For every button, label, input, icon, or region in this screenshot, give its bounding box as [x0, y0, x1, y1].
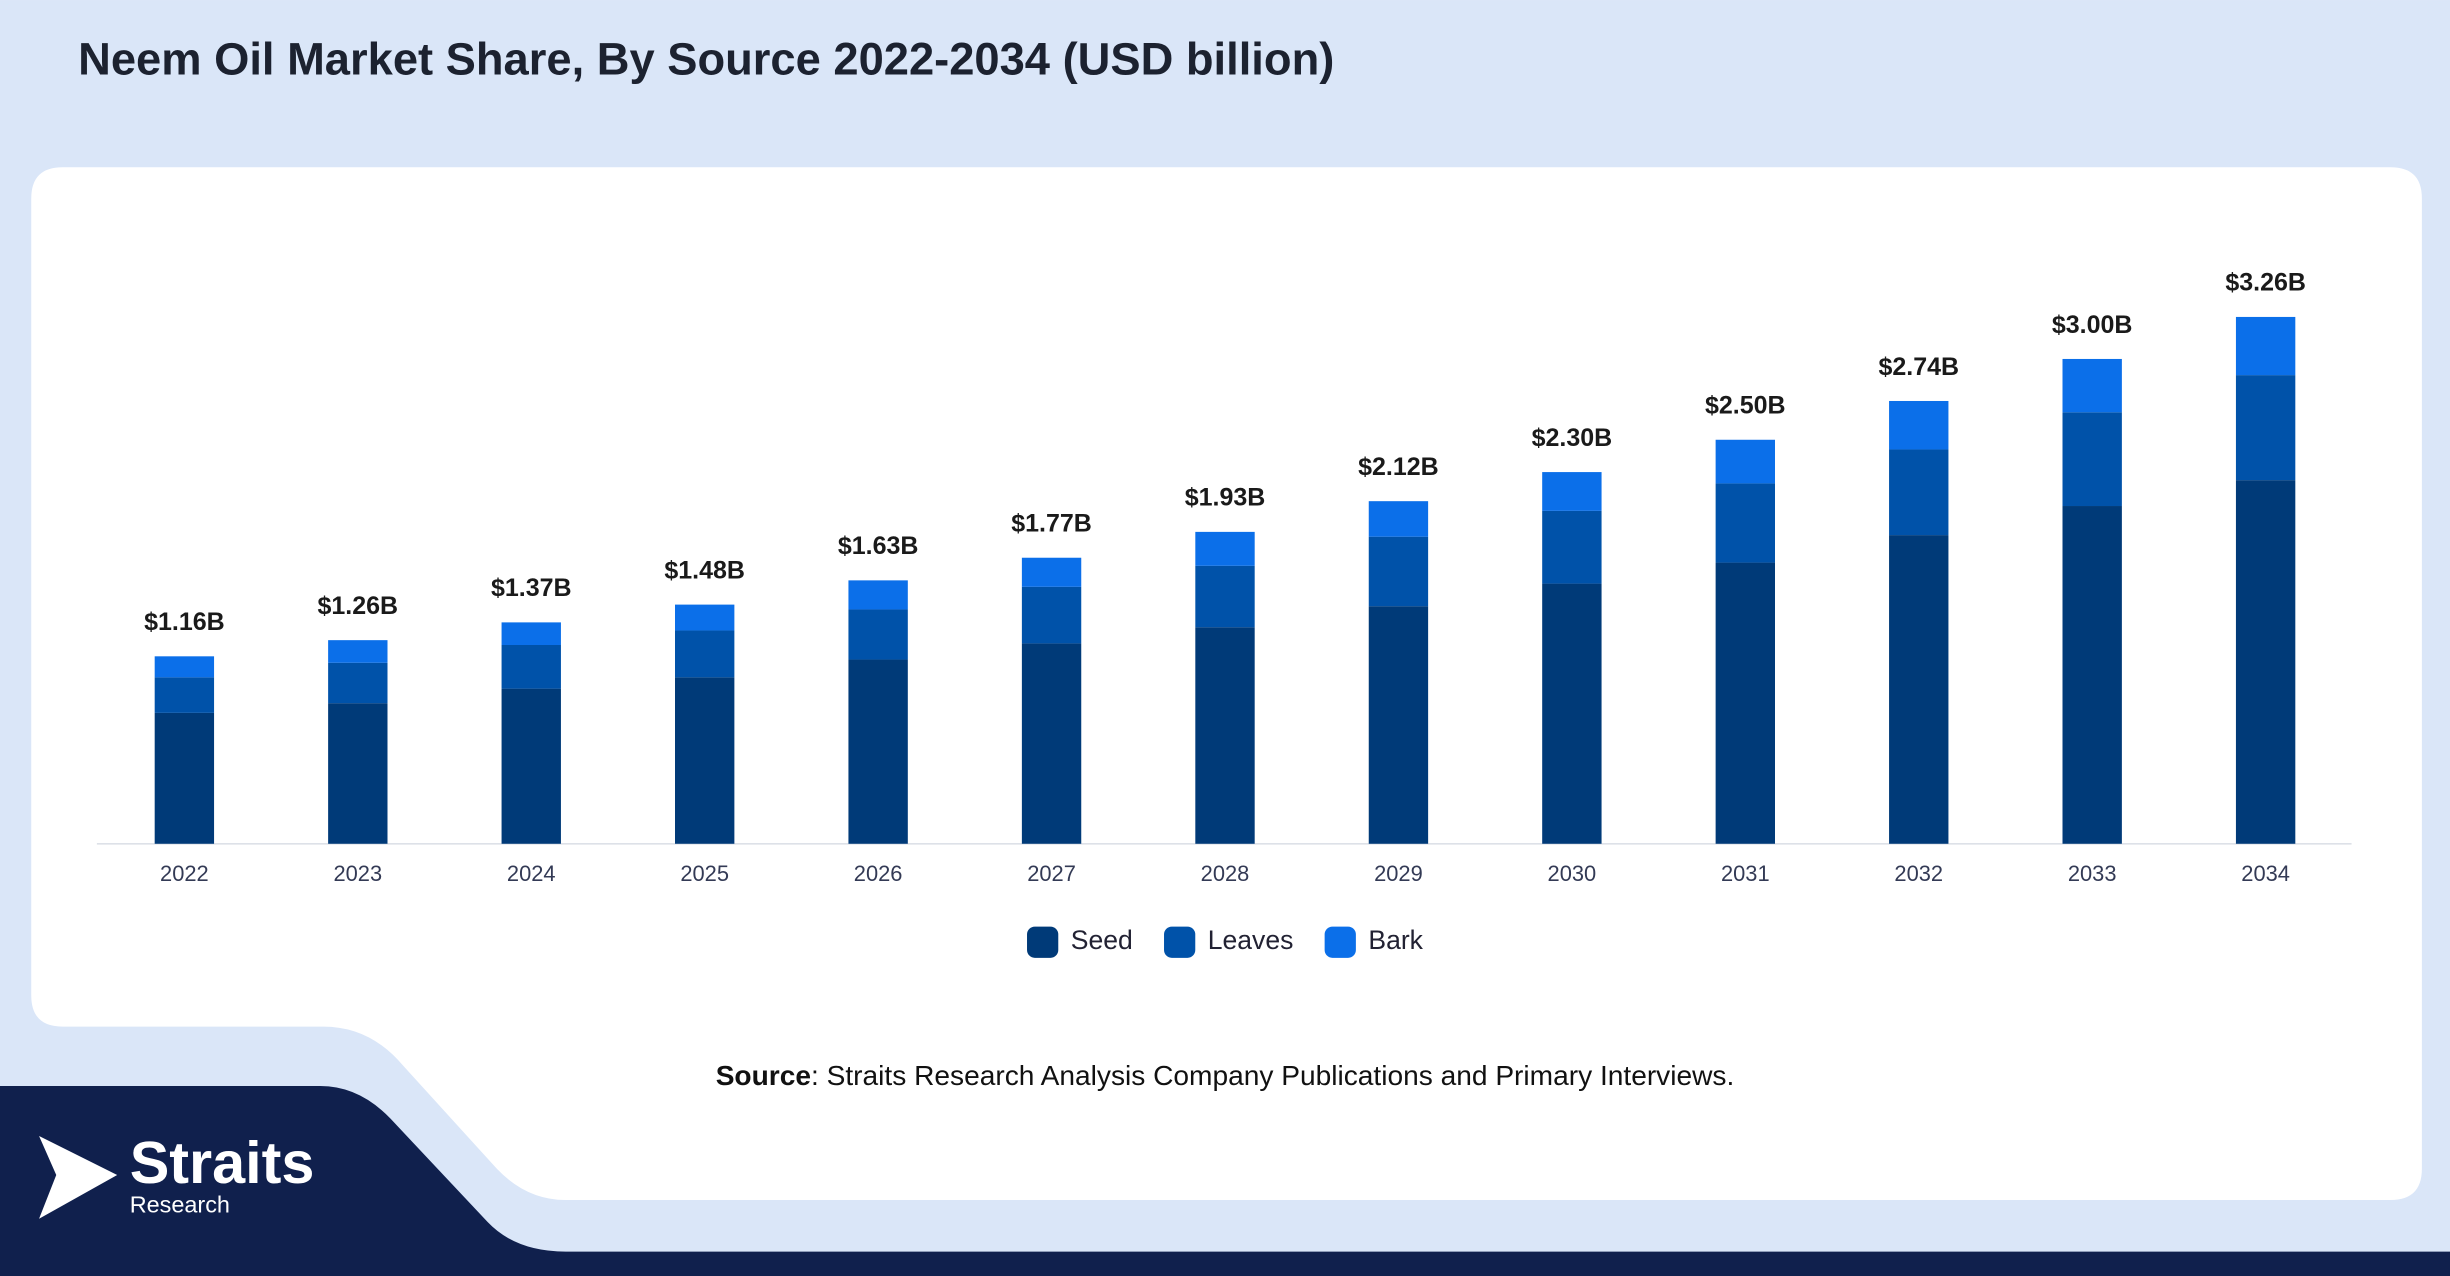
logo-name: Straits	[130, 1129, 315, 1196]
bar-segment	[1889, 449, 1949, 536]
bar-segment	[848, 659, 908, 844]
legend-label: Leaves	[1208, 925, 1294, 955]
legend-label: Bark	[1368, 925, 1423, 955]
bar-segment	[154, 677, 215, 713]
bar-segment	[1021, 557, 1082, 587]
bar-segment	[1542, 583, 1602, 844]
chart-title: Neem Oil Market Share, By Source 2022-20…	[78, 34, 1334, 85]
total-label: $1.37B	[491, 574, 572, 602]
x-tick-label: 2032	[1894, 861, 1943, 886]
total-label: $2.30B	[1532, 424, 1613, 452]
x-tick-label: 2031	[1721, 861, 1770, 886]
total-label: $3.00B	[2052, 311, 2133, 339]
bar-segment	[2235, 375, 2296, 481]
bar-segment	[1021, 643, 1082, 844]
bar-segment	[1368, 606, 1429, 844]
bar-segment	[675, 604, 735, 631]
bar-segment	[154, 656, 215, 678]
legend-label: Seed	[1071, 925, 1133, 955]
total-label: $2.12B	[1358, 453, 1439, 481]
legend-swatch	[1027, 926, 1059, 958]
bar-segment	[328, 662, 388, 704]
total-label: $3.26B	[2225, 269, 2306, 297]
logo-sub: Research	[130, 1191, 230, 1217]
bar-segment	[1195, 627, 1255, 844]
bar-segment	[848, 580, 908, 610]
x-tick-label: 2034	[2241, 861, 2290, 886]
total-label: $1.63B	[838, 532, 919, 560]
bar-segment	[1715, 439, 1775, 484]
source: Source: Straits Research Analysis Compan…	[716, 1061, 1735, 1092]
total-label: $1.26B	[318, 592, 399, 620]
x-tick-label: 2023	[333, 861, 382, 886]
x-tick-label: 2029	[1374, 861, 1423, 886]
x-tick-label: 2027	[1027, 861, 1076, 886]
x-tick-label: 2030	[1548, 861, 1597, 886]
bar-segment	[1542, 510, 1602, 584]
bar-segment	[1195, 565, 1255, 628]
total-label: $1.77B	[1011, 510, 1092, 538]
x-tick-label: 2033	[2068, 861, 2117, 886]
x-tick-label: 2028	[1201, 861, 1250, 886]
source-label: Source	[716, 1061, 811, 1092]
x-tick-label: 2026	[854, 861, 903, 886]
bar-segment	[675, 677, 735, 844]
bar-segment	[2235, 316, 2296, 376]
bar-segment	[501, 688, 561, 844]
bar-segment	[1889, 535, 1949, 844]
legend-swatch	[1324, 926, 1356, 958]
total-label: $1.93B	[1185, 484, 1266, 512]
bar-segment	[328, 703, 388, 844]
bar-segment	[2235, 480, 2296, 844]
bar-segment	[501, 645, 561, 689]
bar-segment	[2062, 358, 2122, 413]
logo-icon	[39, 1135, 118, 1219]
bar-segment	[675, 630, 735, 678]
total-label: $1.16B	[144, 608, 225, 636]
total-label: $2.74B	[1878, 353, 1959, 381]
bar-segment	[848, 609, 908, 660]
total-label: $1.48B	[664, 556, 745, 584]
bar-segment	[1715, 562, 1775, 844]
footer-band	[0, 1085, 2450, 1276]
bar-segment	[1368, 501, 1429, 537]
source-text: : Straits Research Analysis Company Publ…	[811, 1061, 1734, 1092]
bar-segment	[501, 622, 561, 646]
bar-segment	[154, 712, 215, 844]
bar-segment	[1542, 472, 1602, 511]
bar-segment	[1021, 586, 1082, 644]
x-tick-label: 2024	[507, 861, 556, 886]
bar-segment	[2062, 412, 2122, 507]
x-tick-label: 2025	[680, 861, 729, 886]
bar-segment	[1889, 400, 1949, 450]
legend-swatch	[1164, 926, 1196, 958]
bar-segment	[1195, 531, 1255, 566]
x-tick-label: 2022	[160, 861, 209, 886]
bar-segment	[2062, 506, 2122, 844]
total-label: $2.50B	[1705, 392, 1786, 420]
bar-segment	[1368, 536, 1429, 607]
bar-segment	[328, 640, 388, 663]
bar-segment	[1715, 483, 1775, 563]
